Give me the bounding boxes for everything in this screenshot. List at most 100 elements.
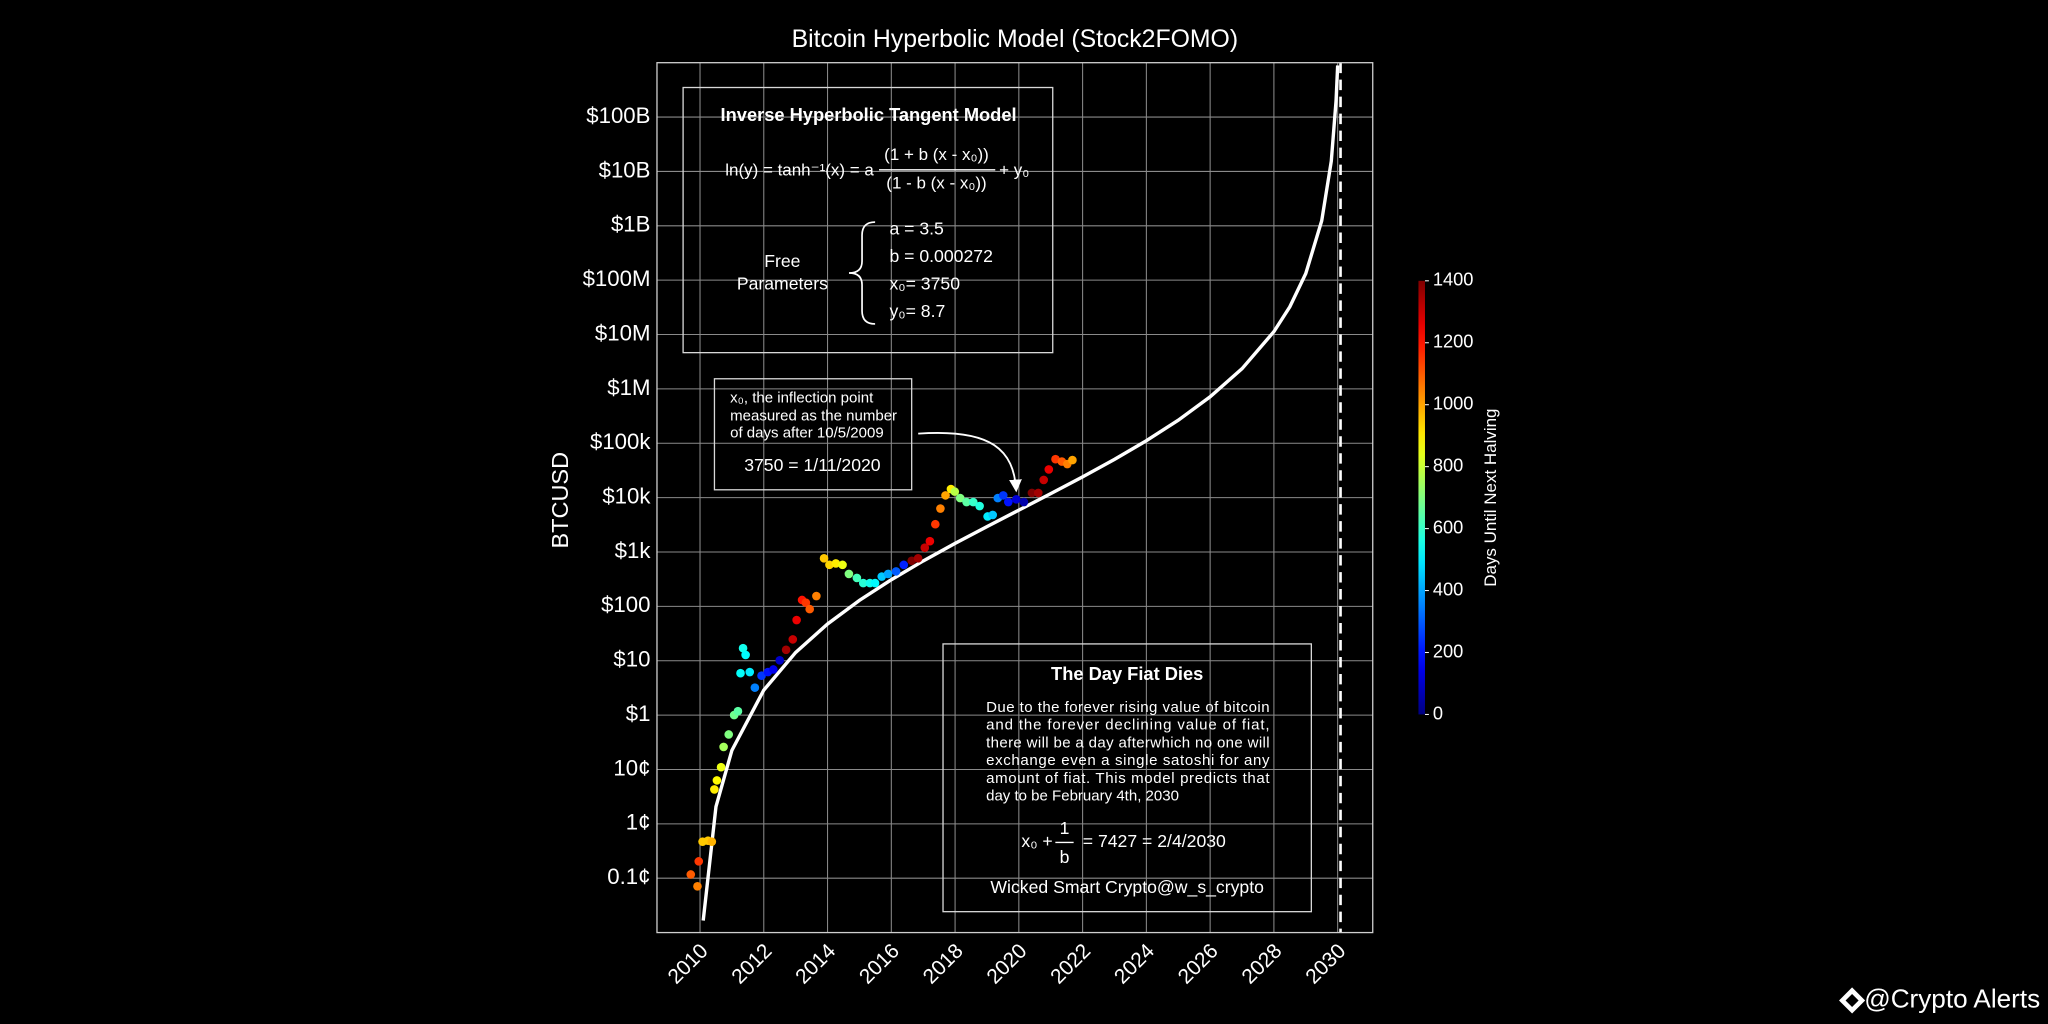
data-point (712, 776, 722, 785)
label: Parameters (737, 273, 828, 293)
y-tick-label: $1k (615, 538, 652, 563)
parameter: a = 3.5 (889, 219, 944, 239)
annotation-box (713, 378, 913, 491)
parameter: b = 0.000272 (889, 246, 992, 266)
y-tick-label: $100B (586, 103, 650, 128)
data-point (716, 762, 726, 772)
model-box: Inverse Hyperbolic Tangent Model ln(y) =… (682, 86, 1054, 354)
colorbar-tick-label: 1400 (1433, 269, 1474, 290)
data-point (757, 671, 766, 681)
data-point (838, 560, 847, 570)
watermark-text: @Crypto Alerts (1864, 983, 2040, 1013)
paragraph-line: and the forever declining value of fiat, (986, 717, 1269, 734)
plot-area (686, 62, 1342, 933)
paragraph: Due to the forever rising value of bitco… (986, 699, 1270, 805)
colorbar-tick-label: 600 (1433, 516, 1463, 537)
data-point (858, 578, 868, 588)
data-point (719, 742, 728, 752)
data-point (769, 665, 778, 674)
y-tick-label: $10B (599, 157, 651, 182)
data-point (733, 706, 743, 716)
colorbar-tick-label: 1000 (1433, 393, 1474, 414)
y-tick-label: $1B (611, 212, 650, 237)
data-point (925, 536, 935, 546)
brace (848, 221, 876, 325)
data-point (801, 598, 811, 607)
data-point (955, 493, 965, 503)
y-tick-label: $1M (607, 375, 650, 400)
y-tick-label: $10 (613, 647, 650, 672)
data-point (913, 554, 923, 563)
data-point (1039, 475, 1049, 485)
formula: b (1060, 847, 1070, 867)
colorbar-tick-label: 800 (1433, 454, 1463, 475)
grid (656, 62, 1373, 933)
data-point (792, 615, 801, 625)
logo (1839, 987, 1866, 1014)
data-point (750, 683, 760, 692)
inflection-box: x₀, the inflection point measured as the… (713, 378, 1022, 493)
data-point (883, 569, 893, 579)
data-point (1004, 497, 1013, 507)
colorbar-tick-label: 200 (1433, 640, 1463, 661)
colorbar-tick-label: 0 (1433, 702, 1443, 723)
data-point (962, 497, 971, 507)
data-point (686, 870, 696, 879)
data-point (950, 487, 960, 496)
data-point (736, 668, 745, 678)
y-tick-label: 0.1¢ (607, 864, 650, 889)
data-point (844, 569, 854, 579)
y-tick-label: 10¢ (613, 755, 650, 780)
data-point (745, 667, 755, 677)
annotation-text: measured as the number (730, 408, 897, 425)
fiat-box: The Day Fiat Dies Due to the forever ris… (942, 643, 1312, 913)
data-point (988, 510, 998, 520)
colorbar-tick-label: 400 (1433, 578, 1463, 599)
label: Free (764, 251, 800, 271)
data-point (941, 491, 950, 500)
paragraph-line: Due to the forever rising value of bitco… (986, 699, 1269, 716)
data-point (805, 604, 815, 614)
data-point (920, 543, 930, 553)
formula: 1 (1060, 818, 1070, 838)
data-point (1068, 455, 1077, 465)
annotation-box (682, 86, 1054, 354)
formula: + y₀ (999, 161, 1029, 180)
paragraph-line: amount of fiat. This model predicts that (986, 770, 1270, 787)
data-point (724, 730, 734, 739)
data-point (870, 578, 880, 588)
annotation-box (942, 643, 1312, 913)
y-tick-label: $100 (601, 592, 650, 617)
y-tick-label: 1¢ (626, 810, 651, 835)
formula: (1 + b (x - x₀)) (884, 145, 989, 164)
data-point (891, 567, 901, 576)
model-curve (701, 65, 1340, 921)
formula: (1 - b (x - x₀)) (886, 174, 986, 193)
chart-title: Bitcoin Hyperbolic Model (Stock2FOMO) (792, 26, 1238, 53)
data-point (936, 504, 945, 513)
paragraph-line: there will be a day afterwhich no one wi… (986, 734, 1269, 751)
data-point (899, 560, 909, 570)
annotation-text: x₀, the inflection point (730, 389, 874, 406)
y-tick-label: $10k (602, 483, 651, 508)
watermark: @Crypto Alerts (1839, 983, 2040, 1014)
data-point (1011, 495, 1021, 504)
paragraph-line: day to be February 4th, 2030 (986, 788, 1179, 805)
data-point (998, 491, 1008, 500)
data-point (812, 591, 821, 601)
signature: Wicked Smart Crypto@w_s_crypto (990, 877, 1264, 898)
data-point (975, 501, 984, 511)
data-point (831, 559, 841, 568)
data-point (852, 573, 862, 583)
data-point (781, 645, 791, 655)
formula: ln(y) = tanh⁻¹(x) = a (725, 161, 874, 180)
data-point (1027, 488, 1037, 498)
colorbar: Days Until Next Halving 0 200 400 600 800 100… (1418, 269, 1500, 723)
paragraph-line: exchange even a single satoshi for any (986, 752, 1270, 769)
data-point (741, 650, 750, 660)
colorbar-label: Days Until Next Halving (1481, 409, 1500, 587)
data-point (819, 554, 829, 563)
data-point (1033, 488, 1043, 498)
